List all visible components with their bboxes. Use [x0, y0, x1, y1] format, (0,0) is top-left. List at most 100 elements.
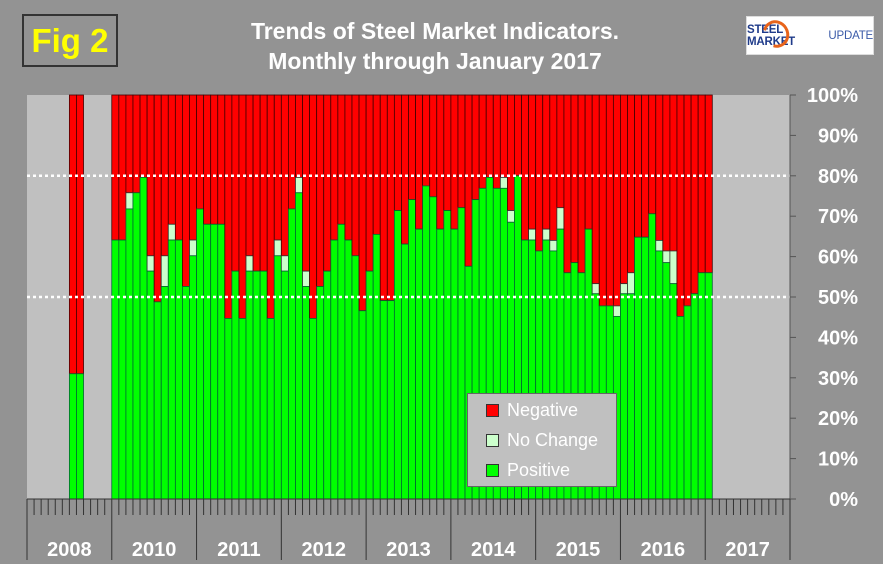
bar-no-change	[655, 240, 664, 252]
bar-negative	[273, 94, 282, 241]
bar-positive	[358, 310, 367, 500]
bar-no-change	[591, 283, 600, 295]
bar-positive	[182, 286, 190, 500]
bar-negative	[189, 94, 197, 241]
legend-label: Positive	[507, 460, 571, 480]
bar-negative	[210, 94, 219, 225]
year-label: 2011	[217, 539, 260, 561]
bar-negative	[203, 94, 212, 225]
bar-negative	[690, 94, 699, 295]
bar-negative	[577, 94, 586, 274]
bar-negative	[584, 94, 593, 230]
bar-negative	[118, 94, 127, 241]
bar-positive	[309, 318, 318, 500]
bar-no-change	[245, 255, 254, 272]
bar-no-change	[160, 255, 169, 287]
bar-positive	[365, 270, 374, 500]
bar-negative	[542, 94, 551, 230]
bar-negative	[153, 94, 162, 303]
bar-negative	[358, 94, 367, 312]
bar-positive	[704, 272, 713, 500]
bar-positive	[125, 208, 134, 500]
bar-positive	[422, 185, 431, 500]
bar-positive	[259, 270, 268, 500]
bar-negative	[556, 94, 565, 209]
bar-negative	[337, 94, 346, 225]
bar-no-change	[612, 305, 621, 317]
bar-positive	[196, 208, 205, 500]
bar-negative	[401, 94, 409, 245]
bar-positive	[146, 270, 155, 500]
bar-negative	[259, 94, 268, 272]
year-label: 2015	[556, 539, 601, 561]
bar-positive	[683, 305, 692, 500]
bar-negative	[231, 94, 240, 272]
bar-negative	[570, 94, 579, 264]
negative-swatch-icon	[486, 404, 499, 417]
bar-no-change	[669, 250, 678, 285]
bar-negative	[167, 94, 176, 225]
year-label: 2017	[725, 539, 770, 561]
bar-positive	[238, 318, 247, 500]
bar-negative	[76, 94, 84, 375]
bar-positive	[351, 255, 360, 500]
bar-positive	[210, 223, 219, 500]
y-tick-label: 70%	[818, 206, 858, 228]
year-label: 2016	[641, 539, 686, 561]
y-tick-label: 90%	[818, 125, 858, 147]
bar-no-change	[507, 210, 515, 223]
bar-positive	[295, 192, 303, 500]
bar-no-change	[528, 228, 537, 241]
y-tick-label: 10%	[818, 449, 858, 471]
bar-no-change	[273, 239, 282, 257]
bar-negative	[415, 94, 424, 230]
bar-negative	[287, 94, 296, 210]
bar-positive	[620, 293, 628, 500]
bar-positive	[330, 239, 339, 500]
bar-positive	[669, 283, 678, 500]
bar-negative	[471, 94, 480, 201]
bar-negative	[132, 94, 141, 194]
bar-positive	[203, 223, 212, 500]
figure-label: Fig 2	[22, 14, 118, 67]
bar-positive	[302, 286, 310, 500]
bar-positive	[76, 373, 84, 500]
bar-negative	[139, 94, 148, 178]
bar-negative	[563, 94, 572, 274]
bar-positive	[245, 270, 254, 500]
year-label: 2014	[471, 539, 516, 561]
bar-negative	[549, 94, 558, 241]
y-tick-label: 40%	[818, 327, 858, 349]
bar-positive	[697, 272, 706, 500]
y-tick-label: 20%	[818, 408, 858, 430]
bar-negative	[252, 94, 261, 272]
bar-negative	[499, 94, 508, 178]
bar-negative	[429, 94, 438, 198]
steel-market-update-logo: STEEL MARKET UPDATE	[746, 15, 874, 55]
bar-negative	[683, 94, 692, 307]
bar-no-change	[302, 270, 310, 287]
bar-negative	[492, 94, 501, 189]
bar-negative	[111, 94, 120, 241]
bar-positive	[224, 318, 233, 500]
chart-subtitle: Monthly through January 2017	[268, 48, 602, 74]
bar-negative	[605, 94, 614, 307]
bar-positive	[401, 243, 409, 500]
bar-positive	[457, 207, 466, 500]
legend-item-positive: Positive	[486, 460, 570, 481]
bar-positive	[386, 300, 395, 500]
bar-negative	[612, 94, 621, 307]
legend-label: Negative	[507, 400, 579, 420]
bar-positive	[323, 270, 332, 500]
bar-positive	[655, 250, 664, 500]
bar-positive	[111, 239, 120, 500]
bar-positive	[68, 373, 77, 500]
year-label: 2012	[301, 539, 346, 561]
bar-negative	[676, 94, 685, 317]
bar-negative	[422, 94, 431, 187]
bar-positive	[132, 192, 141, 500]
bar-negative	[697, 94, 706, 274]
bar-positive	[217, 223, 226, 500]
bar-positive	[415, 228, 424, 500]
